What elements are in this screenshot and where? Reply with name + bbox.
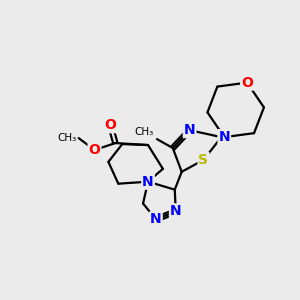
Text: N: N (142, 175, 154, 189)
Text: N: N (184, 123, 195, 137)
Text: CH₃: CH₃ (57, 133, 77, 143)
Text: S: S (199, 153, 208, 167)
Text: O: O (104, 118, 116, 132)
Text: N: N (218, 130, 230, 144)
Text: O: O (88, 143, 101, 157)
Text: CH₃: CH₃ (135, 127, 154, 137)
Text: N: N (170, 204, 182, 218)
Text: O: O (241, 76, 253, 90)
Text: N: N (150, 212, 162, 226)
